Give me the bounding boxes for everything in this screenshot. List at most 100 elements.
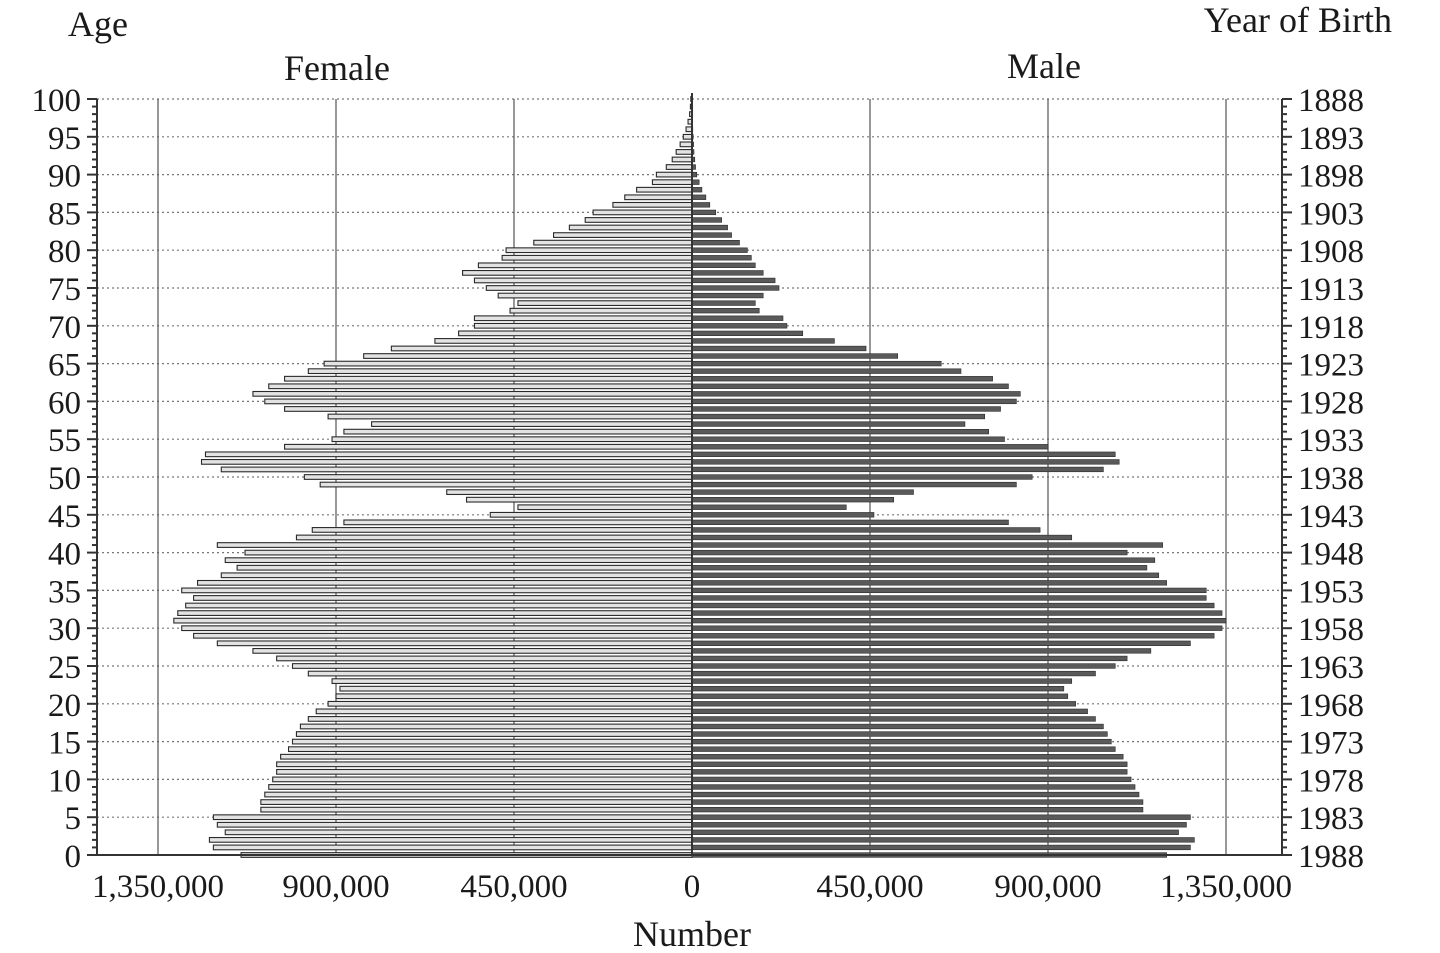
female-bar-age-9: [268, 784, 693, 790]
female-bar-age-81: [533, 239, 693, 246]
year-tick-label: 1918: [1298, 310, 1364, 346]
male-bar-age-70: [691, 323, 788, 329]
age-tick-label: 65: [48, 348, 81, 384]
male-bar-age-25: [691, 663, 1116, 669]
male-bar-age-56: [691, 428, 989, 435]
female-bar-age-57: [371, 421, 693, 427]
male-bar-age-30: [691, 625, 1223, 631]
age-tick-label: 55: [48, 423, 81, 459]
female-bar-age-20: [327, 700, 693, 707]
male-bar-age-60: [691, 398, 1017, 405]
female-bar-age-34: [193, 595, 693, 601]
female-bar-age-25: [291, 663, 693, 669]
female-bar-age-82: [553, 232, 693, 238]
male-bar-age-76: [691, 277, 776, 284]
female-bar-age-59: [284, 406, 693, 412]
male-bar-age-21: [691, 693, 1069, 699]
male-bar-age-6: [691, 806, 1144, 813]
female-bar-age-12: [276, 761, 693, 768]
year-tick-label: 1888: [1298, 83, 1364, 119]
male-bar-age-24: [691, 670, 1096, 677]
female-bar-age-7: [260, 799, 693, 805]
male-bar-age-26: [691, 655, 1128, 662]
male-bar-age-29: [691, 633, 1215, 639]
age-tick-label: 60: [48, 385, 81, 421]
female-bar-age-95: [682, 133, 693, 140]
female-bar-age-86: [612, 201, 693, 208]
male-bar-age-88: [691, 187, 703, 193]
female-bar-age-51: [220, 466, 693, 473]
male-bar-age-71: [691, 315, 784, 321]
male-bar-age-27: [691, 648, 1152, 654]
male-bar-age-44: [691, 519, 1009, 526]
male-bar-age-3: [691, 829, 1179, 835]
male-bar-age-82: [691, 232, 732, 238]
female-bar-age-64: [307, 368, 693, 375]
male-bar-age-48: [691, 489, 914, 495]
female-bar-age-89: [651, 179, 693, 186]
female-bar-age-6: [260, 806, 693, 813]
male-bar-age-14: [691, 746, 1116, 752]
year-tick-label: 1968: [1298, 688, 1364, 724]
female-bar-age-52: [200, 458, 693, 465]
female-bar-age-44: [343, 519, 693, 526]
male-bar-age-28: [691, 640, 1191, 646]
female-bar-age-70: [473, 322, 693, 329]
male-bar-age-75: [691, 285, 780, 291]
female-bar-age-91: [665, 164, 693, 170]
male-bar-age-86: [691, 202, 711, 208]
male-bar-age-17: [691, 723, 1104, 730]
x-tick-label: 900,000: [282, 869, 389, 905]
female-bar-age-10: [272, 776, 693, 783]
female-bar-age-32: [177, 610, 693, 616]
female-bar-age-41: [216, 542, 693, 548]
female-bar-age-26: [276, 655, 693, 662]
male-bar-age-85: [691, 209, 717, 216]
female-bar-age-11: [276, 768, 693, 775]
female-bar-age-84: [584, 217, 693, 223]
female-bar-age-47: [465, 496, 693, 503]
female-label: Female: [284, 48, 390, 88]
female-bar-age-22: [339, 685, 693, 692]
male-bar-age-45: [691, 512, 875, 518]
female-bar-age-2: [208, 836, 693, 843]
male-bar-age-2: [691, 837, 1195, 843]
male-bar-age-39: [691, 557, 1156, 563]
female-bar-age-35: [181, 587, 693, 594]
year-tick-label: 1898: [1298, 159, 1364, 195]
female-bar-age-48: [446, 489, 693, 496]
year-tick-label: 1958: [1298, 612, 1364, 648]
female-bar-age-29: [193, 632, 693, 639]
female-bar-age-49: [319, 481, 693, 488]
female-bar-age-56: [343, 428, 693, 435]
male-bar-age-77: [691, 270, 764, 276]
year-tick-label: 1988: [1298, 839, 1364, 875]
female-bar-age-78: [477, 262, 693, 269]
male-label: Male: [1007, 46, 1081, 86]
x-tick-label: 450,000: [816, 869, 923, 905]
male-bar-age-83: [691, 224, 728, 231]
female-bar-age-31: [173, 617, 693, 624]
female-bar-age-1: [212, 844, 693, 851]
year-tick-label: 1903: [1298, 196, 1364, 232]
male-bar-age-74: [691, 292, 764, 299]
female-bar-age-79: [501, 254, 693, 261]
age-tick-label: 0: [65, 839, 82, 875]
male-bar-age-41: [691, 542, 1164, 548]
female-bar-age-38: [236, 564, 693, 571]
male-bar-age-5: [691, 814, 1191, 820]
male-bar-age-57: [691, 421, 966, 427]
male-bar-age-16: [691, 731, 1108, 737]
female-bar-age-15: [291, 738, 693, 745]
female-bar-age-33: [185, 602, 693, 609]
male-bar-age-84: [691, 217, 722, 223]
female-bar-age-72: [509, 307, 693, 314]
male-bar-age-19: [691, 708, 1088, 715]
male-bar-age-51: [691, 466, 1104, 473]
female-bar-age-93: [675, 149, 693, 155]
female-bar-age-43: [311, 527, 693, 533]
male-bar-age-59: [691, 406, 1001, 412]
year-tick-label: 1948: [1298, 537, 1364, 573]
female-bar-age-58: [327, 413, 693, 420]
